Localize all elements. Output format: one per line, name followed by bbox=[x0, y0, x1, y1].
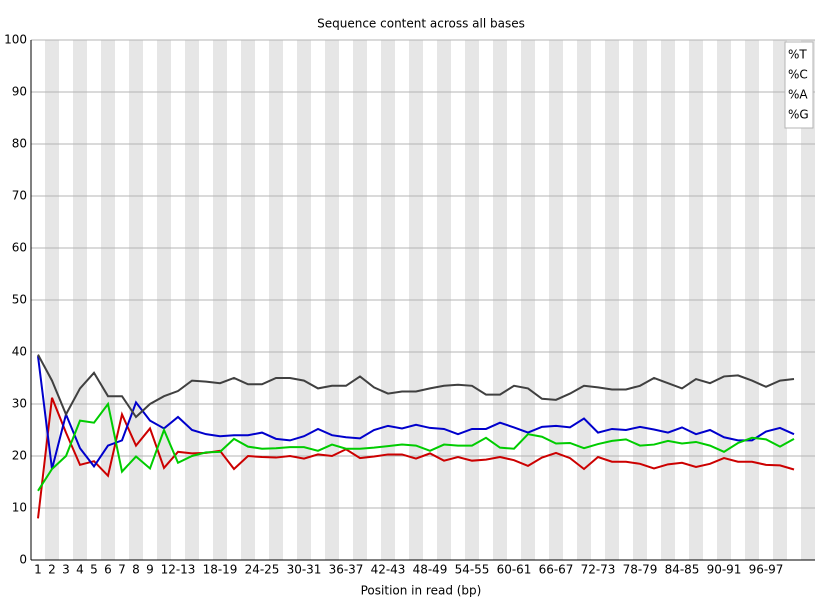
x-tick-label: 3 bbox=[62, 563, 70, 577]
x-tick-label: 66-67 bbox=[539, 563, 574, 577]
y-tick-label: 40 bbox=[12, 345, 27, 359]
x-tick-label: 60-61 bbox=[497, 563, 532, 577]
x-tick-label: 42-43 bbox=[371, 563, 406, 577]
x-tick-label: 72-73 bbox=[581, 563, 616, 577]
x-tick-label: 8 bbox=[132, 563, 140, 577]
x-tick-label: 1 bbox=[34, 563, 42, 577]
x-tick-label: 18-19 bbox=[203, 563, 238, 577]
x-tick-label: 36-37 bbox=[329, 563, 364, 577]
legend-label: %A bbox=[788, 88, 808, 102]
x-tick-label: 24-25 bbox=[245, 563, 280, 577]
x-tick-label: 9 bbox=[146, 563, 154, 577]
x-tick-label: 48-49 bbox=[413, 563, 448, 577]
x-tick-label: 90-91 bbox=[707, 563, 742, 577]
x-tick-label: 84-85 bbox=[665, 563, 700, 577]
y-tick-label: 70 bbox=[12, 189, 27, 203]
x-tick-label: 2 bbox=[48, 563, 56, 577]
x-tick-label: 7 bbox=[118, 563, 126, 577]
y-tick-label: 60 bbox=[12, 241, 27, 255]
y-tick-label: 90 bbox=[12, 85, 27, 99]
x-tick-label: 12-13 bbox=[161, 563, 196, 577]
x-tick-label: 54-55 bbox=[455, 563, 490, 577]
x-tick-label: 6 bbox=[104, 563, 112, 577]
x-axis-label: Position in read (bp) bbox=[361, 584, 482, 598]
legend-label: %C bbox=[788, 68, 808, 82]
y-tick-label: 30 bbox=[12, 397, 27, 411]
y-tick-label: 0 bbox=[19, 553, 27, 567]
data-line bbox=[37, 397, 795, 519]
x-tick-label: 78-79 bbox=[623, 563, 658, 577]
legend-box bbox=[784, 41, 814, 129]
y-tick-label: 50 bbox=[12, 293, 27, 307]
data-line bbox=[37, 401, 795, 492]
y-tick-label: 100 bbox=[4, 33, 27, 47]
y-tick-label: 20 bbox=[12, 449, 27, 463]
x-tick-label: 4 bbox=[76, 563, 84, 577]
data-line bbox=[37, 354, 795, 419]
x-tick-label: 5 bbox=[90, 563, 98, 577]
y-tick-label: 10 bbox=[12, 501, 27, 515]
x-tick-label: 96-97 bbox=[749, 563, 784, 577]
x-tick-label: 30-31 bbox=[287, 563, 322, 577]
legend-label: %G bbox=[788, 108, 809, 122]
legend-label: %T bbox=[788, 48, 807, 62]
chart-title: Sequence content across all bases bbox=[317, 17, 525, 31]
y-tick-label: 80 bbox=[12, 137, 27, 151]
